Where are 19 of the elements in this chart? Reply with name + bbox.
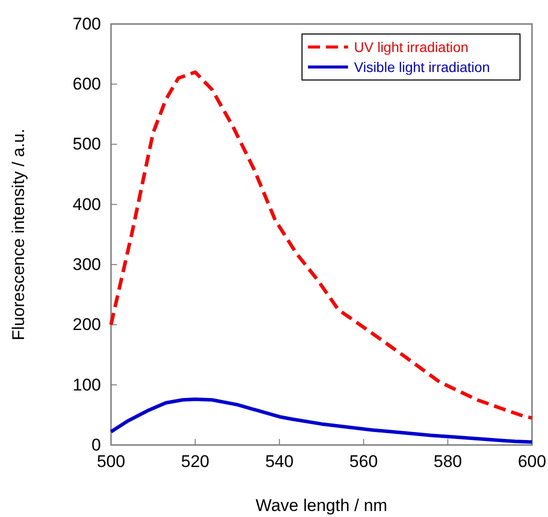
- y-tick-label: 600: [72, 74, 101, 94]
- x-tick-label: 560: [349, 452, 378, 472]
- legend-label: Visible light irradiation: [354, 59, 490, 75]
- y-tick-label: 0: [92, 435, 101, 454]
- legend-label: UV light irradiation: [354, 39, 468, 55]
- y-tick-label: 100: [72, 375, 101, 394]
- x-tick-label: 580: [434, 452, 462, 472]
- y-tick-label: 400: [72, 194, 101, 214]
- x-tick-label: 520: [181, 452, 210, 472]
- x-tick-label: 500: [96, 452, 126, 472]
- y-tick-label: 200: [72, 315, 101, 334]
- line-series: [109, 398, 534, 444]
- y-tick-label: 300: [72, 255, 101, 274]
- x-tick-label: 600: [518, 452, 546, 472]
- x-axis-title: Wave length / nm: [256, 496, 388, 515]
- y-tick-label: 500: [72, 134, 101, 154]
- y-axis-title: Fluorescence intensity / a.u.: [9, 128, 28, 340]
- x-tick-label: 540: [265, 452, 294, 472]
- y-tick-label: 700: [72, 14, 101, 34]
